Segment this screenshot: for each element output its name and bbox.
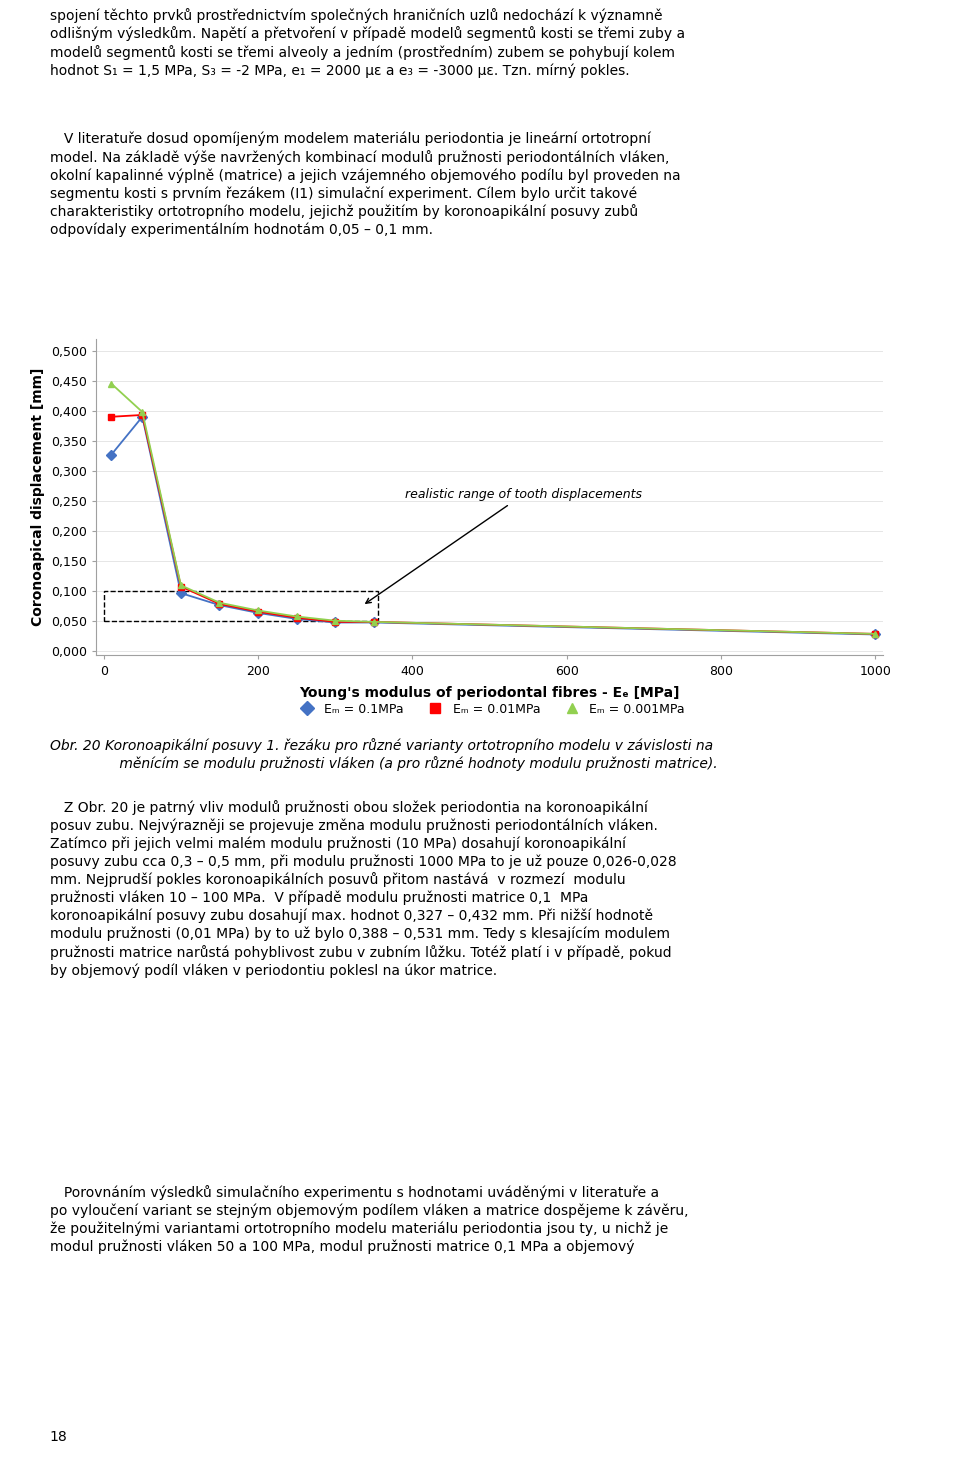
Eₘ = 0.001MPa [106,376,117,393]
Eₘ = 0.01MPa [136,407,148,424]
Eₘ = 0.1MPa [870,626,881,644]
Eₘ = 0.01MPa [252,602,264,620]
Eₘ = 0.01MPa [870,625,881,642]
Eₘ = 0.1MPa [368,614,379,632]
Eₘ = 0.001MPa [136,404,148,421]
Text: realistic range of tooth displacements: realistic range of tooth displacements [366,488,641,604]
Text: Obr. 20 Koronoapikální posuvy 1. řezáku pro různé varianty ortotropního modelu v: Obr. 20 Koronoapikální posuvy 1. řezáku … [50,738,717,772]
Eₘ = 0.001MPa [870,625,881,642]
Eₘ = 0.01MPa [291,608,302,626]
Line: Eₘ = 0.001MPa: Eₘ = 0.001MPa [108,380,879,638]
Eₘ = 0.001MPa [252,601,264,619]
Eₘ = 0.1MPa [329,614,341,632]
Eₘ = 0.001MPa [291,608,302,626]
Eₘ = 0.01MPa [329,613,341,630]
Eₘ = 0.1MPa [136,408,148,426]
Eₘ = 0.01MPa [175,577,186,595]
Eₘ = 0.01MPa [106,408,117,426]
Bar [104,591,377,620]
Line: Eₘ = 0.01MPa: Eₘ = 0.01MPa [108,411,879,638]
Eₘ = 0.1MPa [106,446,117,464]
Legend: Eₘ = 0.1MPa, Eₘ = 0.01MPa, Eₘ = 0.001MPa: Eₘ = 0.1MPa, Eₘ = 0.01MPa, Eₘ = 0.001MPa [289,698,690,720]
Eₘ = 0.001MPa [368,613,379,630]
Text: 18: 18 [50,1429,67,1444]
X-axis label: Young's modulus of periodontal fibres - Eₑ [MPa]: Young's modulus of periodontal fibres - … [300,686,680,700]
Eₘ = 0.1MPa [214,597,226,614]
Eₘ = 0.1MPa [175,585,186,602]
Eₘ = 0.01MPa [214,595,226,613]
Text: V literatuře dosud opomíjeným modelem materiálu periodontia je lineární ortotrop: V literatuře dosud opomíjeným modelem ma… [50,133,681,237]
Text: Porovnáním výsledků simulačního experimentu s hodnotami uváděnými v literatuře a: Porovnáním výsledků simulačního experime… [50,1186,688,1255]
Text: Z Obr. 20 je patrný vliv modulů pružnosti obou složek periodontia na koronoapiká: Z Obr. 20 je patrný vliv modulů pružnost… [50,800,677,978]
Y-axis label: Coronoapical displacement [mm]: Coronoapical displacement [mm] [32,368,45,626]
Eₘ = 0.001MPa [214,594,226,611]
Eₘ = 0.1MPa [291,610,302,627]
Eₘ = 0.1MPa [252,604,264,622]
Eₘ = 0.001MPa [175,576,186,594]
Eₘ = 0.01MPa [368,613,379,630]
Line: Eₘ = 0.1MPa: Eₘ = 0.1MPa [108,414,879,638]
Eₘ = 0.001MPa [329,611,341,629]
Text: spojení těchto prvků prostřednictvím společných hraničních uzlů nedochází k význ: spojení těchto prvků prostřednictvím spo… [50,7,685,78]
